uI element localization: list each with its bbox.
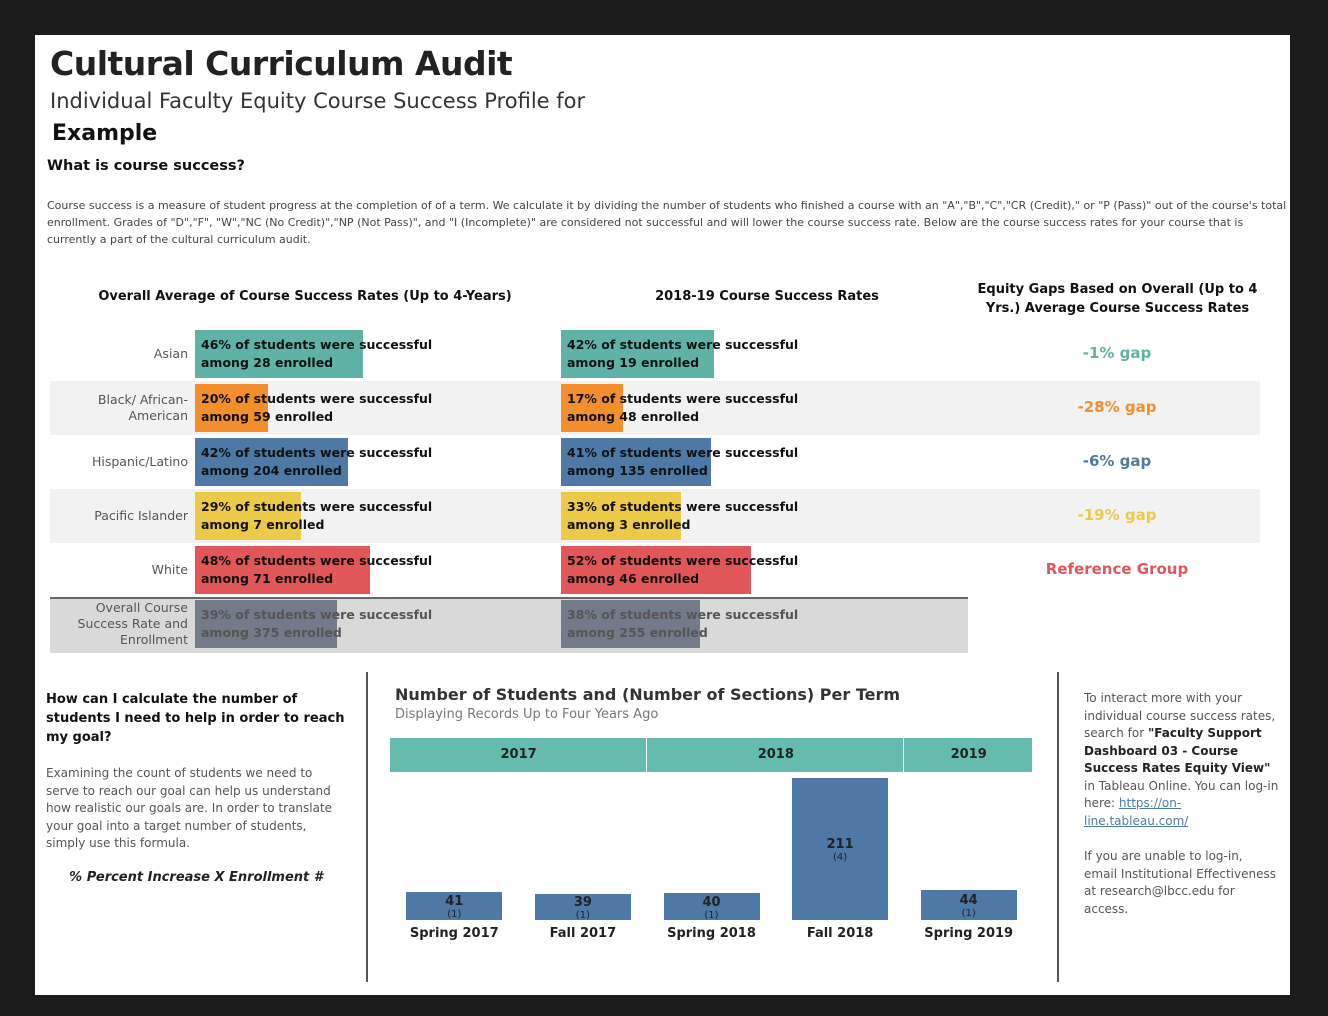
recent-title: 2018-19 Course Success Rates	[655, 289, 879, 304]
bar-label: 33% of students were successful	[567, 499, 799, 514]
bar-enrolled: among 59 enrolled	[201, 409, 334, 424]
intro-text: Course success is a measure of student p…	[47, 199, 1287, 246]
bar-enrolled: among 28 enrolled	[201, 355, 334, 370]
bar-label: 39% of students were successful	[201, 607, 433, 622]
bar-enrolled: among 7 enrolled	[201, 517, 325, 532]
bar-enrolled: among 204 enrolled	[201, 463, 342, 478]
bar-enrolled: among 3 enrolled	[567, 517, 691, 532]
side-text: If you are unable to log-in, email Insti…	[1084, 849, 1276, 916]
bar-enrolled: among 46 enrolled	[567, 571, 700, 586]
bar-label: 41% of students were successful	[567, 445, 799, 460]
section-label: (4)	[833, 852, 848, 863]
x-tick-label: Fall 2017	[549, 926, 617, 941]
gap-label: -28% gap	[1077, 398, 1157, 416]
group-label: White	[151, 562, 188, 577]
goal-formula: % Percent Increase X Enrollment #	[69, 870, 323, 885]
value-label: 211	[826, 837, 854, 852]
goal-text: Examining the count of students we need …	[46, 766, 333, 850]
gap-label: -6% gap	[1082, 452, 1152, 470]
divider	[366, 672, 368, 982]
x-tick-label: Spring 2019	[924, 926, 1014, 941]
chart-subtitle: Displaying Records Up to Four Years Ago	[395, 707, 659, 722]
bar-label: 52% of students were successful	[567, 553, 799, 568]
bar	[195, 438, 349, 486]
bar	[663, 893, 760, 920]
chart-title: Number of Students and (Number of Sectio…	[395, 685, 901, 704]
title: Cultural Curriculum Audit	[50, 44, 513, 83]
bar	[561, 600, 700, 648]
group-label: Hispanic/Latino	[91, 454, 188, 469]
side-text: in Tableau Online. You can log-in here:	[1084, 778, 1279, 811]
bar-enrolled: among 71 enrolled	[201, 571, 334, 586]
bar	[920, 890, 1017, 920]
section-label: (1)	[575, 909, 590, 921]
bar	[195, 600, 338, 648]
bar-label: 29% of students were successful	[201, 499, 433, 514]
bar-enrolled: among 375 enrolled	[201, 625, 342, 640]
overall-title: Overall Average of Course Success Rates …	[98, 289, 512, 304]
gap-title: Equity Gaps Based on Overall (Up to 4 Yr…	[977, 282, 1258, 316]
faculty-name: Example	[52, 121, 158, 146]
subtitle: Individual Faculty Equity Course Success…	[50, 89, 586, 113]
gap-label: -1% gap	[1082, 344, 1152, 362]
bar-enrolled: among 19 enrolled	[567, 355, 700, 370]
gap-label: Reference Group	[1045, 560, 1189, 578]
group-label: Overall Course Success Rate and Enrollme…	[77, 600, 188, 647]
goal-heading: How can I calculate the number of studen…	[46, 692, 345, 745]
bar-enrolled: among 48 enrolled	[567, 409, 700, 424]
group-label: Asian	[153, 346, 188, 361]
value-label: 40	[702, 894, 721, 910]
x-tick-label: Fall 2018	[806, 926, 874, 941]
bar	[406, 892, 503, 920]
bar	[561, 492, 682, 540]
group-label: Pacific Islander	[94, 508, 188, 523]
bar-enrolled: among 255 enrolled	[567, 625, 708, 640]
side-bold: "Faculty Support Dashboard 03 - Course S…	[1084, 726, 1271, 775]
group-label: Black/ African-American	[97, 392, 188, 423]
year-band	[390, 738, 648, 772]
bar-label: 42% of students were successful	[567, 337, 799, 352]
year-label: 2018	[757, 747, 794, 762]
year-band	[647, 738, 905, 772]
section-label: (1)	[447, 909, 462, 921]
bar	[534, 893, 631, 920]
bar	[792, 778, 889, 920]
side-link[interactable]: https://on-line.tableau.com/	[1084, 796, 1189, 828]
value-label: 39	[573, 894, 592, 910]
x-tick-label: Spring 2018	[667, 926, 756, 941]
year-band	[904, 738, 1033, 772]
value-label: 41	[445, 894, 464, 910]
bar	[561, 330, 715, 378]
bar	[561, 438, 711, 486]
bar-label: 20% of students were successful	[201, 391, 433, 406]
bar	[195, 546, 371, 594]
bar-label: 48% of students were successful	[201, 553, 433, 568]
section-label: (1)	[704, 909, 719, 921]
section-label: (1)	[961, 908, 976, 920]
bar-label: 42% of students were successful	[201, 445, 433, 460]
x-tick-label: Spring 2017	[409, 926, 499, 941]
bar-label: 46% of students were successful	[201, 337, 433, 352]
gap-label: -19% gap	[1077, 506, 1157, 524]
bar	[561, 546, 751, 594]
bar	[195, 330, 363, 378]
year-label: 2019	[950, 747, 987, 762]
bar-enrolled: among 135 enrolled	[567, 463, 708, 478]
bar	[195, 492, 301, 540]
side-note: To interact more with your individual co…	[1084, 690, 1279, 918]
intro-heading: What is course success?	[47, 158, 245, 174]
bar-label: 17% of students were successful	[567, 391, 799, 406]
bar	[561, 384, 624, 432]
side-text: To interact more with your individual co…	[1084, 691, 1276, 740]
bar-label: 38% of students were successful	[567, 607, 799, 622]
value-label: 44	[959, 893, 978, 909]
bar	[195, 384, 268, 432]
year-label: 2017	[500, 747, 537, 762]
divider	[1057, 672, 1059, 982]
